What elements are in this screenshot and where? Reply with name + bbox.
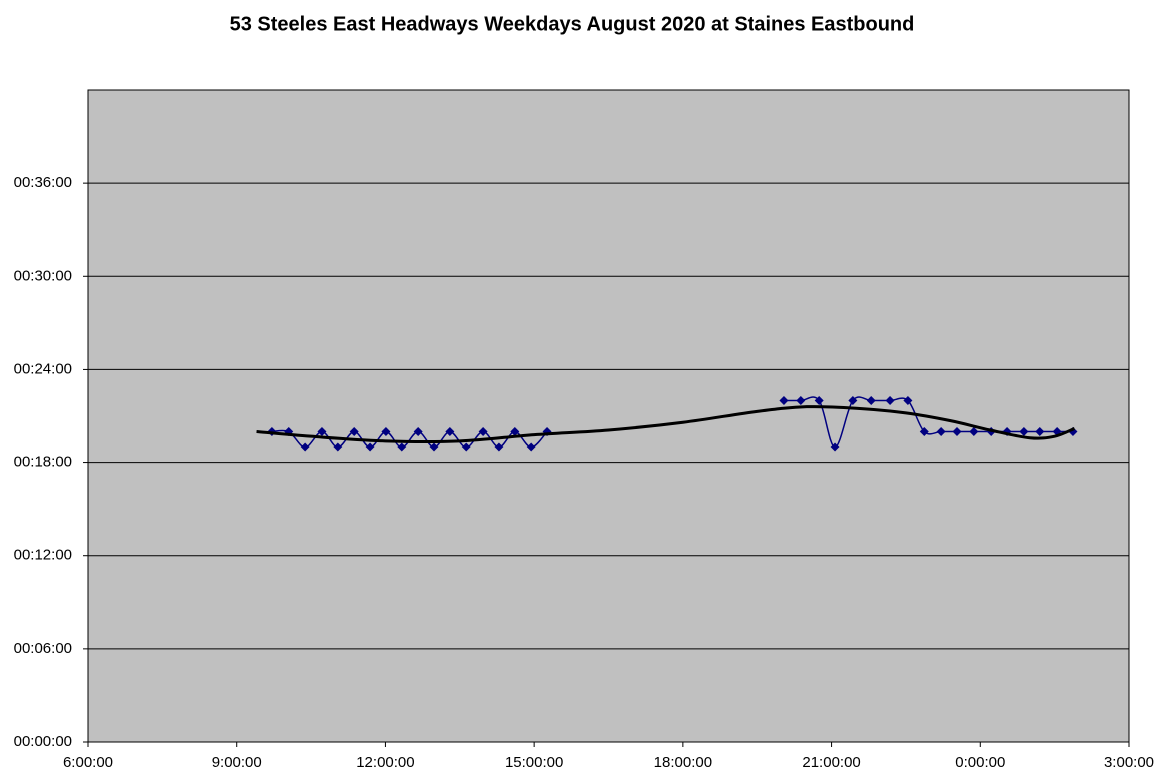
marker bbox=[936, 427, 946, 437]
y-tick-label: 00:00:00 bbox=[14, 733, 72, 750]
y-tick-label: 00:18:00 bbox=[14, 454, 72, 471]
marker bbox=[429, 442, 439, 452]
plot-area bbox=[87, 89, 1130, 743]
marker bbox=[779, 395, 789, 405]
y-tick-label: 00:30:00 bbox=[14, 267, 72, 284]
marker bbox=[494, 442, 504, 452]
marker bbox=[903, 395, 913, 405]
marker bbox=[510, 427, 520, 437]
marker bbox=[952, 427, 962, 437]
x-tick-label: 9:00:00 bbox=[212, 754, 262, 771]
marker bbox=[919, 427, 929, 437]
x-tick-label: 18:00:00 bbox=[654, 754, 712, 771]
marker bbox=[1019, 427, 1029, 437]
marker bbox=[461, 442, 471, 452]
marker bbox=[969, 427, 979, 437]
marker bbox=[300, 442, 310, 452]
x-tick-label: 3:00:00 bbox=[1104, 754, 1154, 771]
marker bbox=[1035, 427, 1045, 437]
marker bbox=[317, 427, 327, 437]
x-tick-label: 21:00:00 bbox=[802, 754, 860, 771]
y-tick-label: 00:24:00 bbox=[14, 360, 72, 377]
marker bbox=[413, 427, 423, 437]
marker bbox=[526, 442, 536, 452]
marker bbox=[333, 442, 343, 452]
y-tick-label: 00:12:00 bbox=[14, 547, 72, 564]
marker bbox=[397, 442, 407, 452]
marker bbox=[478, 427, 488, 437]
marker bbox=[796, 395, 806, 405]
marker bbox=[365, 442, 375, 452]
marker bbox=[866, 395, 876, 405]
x-tick-label: 12:00:00 bbox=[356, 754, 414, 771]
x-tick-label: 15:00:00 bbox=[505, 754, 563, 771]
y-tick-label: 00:06:00 bbox=[14, 640, 72, 657]
marker bbox=[445, 427, 455, 437]
trend-line bbox=[256, 405, 1076, 444]
marker bbox=[830, 442, 840, 452]
marker bbox=[885, 395, 895, 405]
chart-title: 53 Steeles East Headways Weekdays August… bbox=[230, 13, 915, 35]
marker bbox=[848, 395, 858, 405]
x-tick-label: 0:00:00 bbox=[955, 754, 1005, 771]
marker bbox=[814, 395, 824, 405]
marker bbox=[381, 427, 391, 437]
x-tick-label: 6:00:00 bbox=[63, 754, 113, 771]
y-tick-label: 00:36:00 bbox=[14, 174, 72, 191]
marker bbox=[349, 427, 359, 437]
